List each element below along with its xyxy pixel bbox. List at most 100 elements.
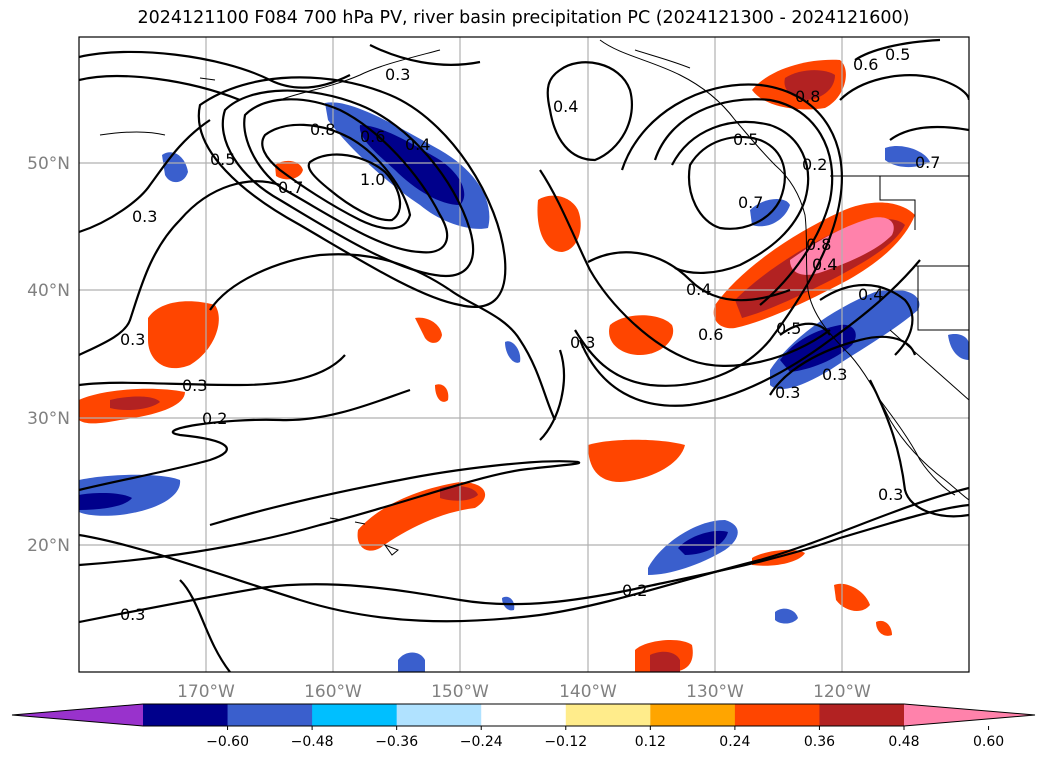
shade-neg-113w-36n (948, 334, 969, 360)
contour-line (79, 486, 969, 623)
contour-line (79, 460, 581, 567)
contour-line (769, 335, 917, 396)
contour-label: 0.3 (120, 605, 145, 624)
contour-label: 0.4 (553, 97, 578, 116)
colorbar-segment (565, 704, 651, 726)
shade-pos-120w-15n (834, 583, 870, 612)
colorbar-tick-label: −0.12 (544, 734, 587, 750)
contour-label: 0.8 (795, 87, 820, 106)
contour-line (307, 153, 402, 222)
lat-label-30n: 30°N (27, 409, 70, 429)
shade-neg-145w-35n (505, 341, 521, 363)
contour-label: 0.6 (360, 127, 385, 146)
shade-pos-118w-11n (876, 620, 892, 636)
coastline-baja (879, 399, 956, 496)
border-states (879, 176, 969, 401)
contour-line (671, 120, 810, 275)
colorbar-extend-min (12, 704, 143, 726)
contour-label: 0.2 (202, 409, 227, 428)
colorbar-tick-label: −0.36 (375, 734, 418, 750)
coastline-hawaii (329, 517, 399, 556)
contour-line (79, 180, 281, 356)
contour-line (243, 98, 449, 254)
contour-line (889, 125, 969, 141)
contour-label: 0.3 (120, 330, 145, 349)
contour-line (209, 253, 556, 421)
colorbar-segment (819, 704, 905, 726)
contour-label: 0.3 (570, 333, 595, 352)
colorbar-segment (143, 704, 229, 726)
contour-line (578, 259, 921, 407)
map-title: 2024121100 F084 700 hPa PV, river basin … (137, 8, 910, 28)
coastline-north-america (599, 39, 969, 501)
shade-pos-155w-38n (415, 317, 442, 343)
shade-neg-west-23n-core (79, 493, 132, 510)
colorbar-outline (11, 703, 1036, 727)
contour-label: 0.5 (733, 130, 758, 149)
shade-pos-bottom-130w-dark (650, 651, 680, 672)
coastlines (99, 39, 969, 556)
contour-line (79, 50, 351, 89)
shade-pos-170w-38n (148, 301, 219, 369)
shade-pos-bc-dark (784, 70, 835, 100)
contour-line (197, 76, 507, 308)
contour-line (854, 38, 941, 61)
contour-labels: 0.3 0.3 0.4 0.6 0.5 0.8 0.6 0.4 0.5 0.8 … (120, 45, 940, 624)
contour-line (839, 74, 969, 101)
contour-label: 0.7 (278, 178, 303, 197)
contour-label: 0.6 (698, 325, 723, 344)
contour-label: 0.4 (405, 135, 430, 154)
colorbar: −0.60 −0.48 −0.36 −0.24 −0.12 0.12 0.24 0.36 0.4… (11, 703, 1036, 750)
contour-line (539, 349, 566, 441)
shade-neg-118w-49n (885, 145, 930, 168)
lat-label-40n: 40°N (27, 281, 70, 301)
contour-label: 0.3 (385, 65, 410, 84)
contour-label: 0.5 (776, 319, 801, 338)
colorbar-tick-label: 0.48 (888, 734, 919, 750)
colorbar-tick-label: 0.36 (804, 734, 835, 750)
contour-label: 0.3 (132, 207, 157, 226)
contour-line (779, 322, 831, 336)
colorbar-segment (734, 704, 820, 726)
contour-label: 0.3 (775, 383, 800, 402)
lat-axis: 50°N 40°N 30°N 20°N (27, 154, 70, 556)
contour-line (819, 283, 914, 356)
colorbar-tick-label: 0.24 (719, 734, 750, 750)
contour-line (79, 119, 211, 234)
map-frame (78, 36, 970, 673)
colorbar-segment (481, 704, 567, 726)
colorbar-extend-max (904, 704, 1035, 726)
contour-label: 0.3 (878, 485, 903, 504)
shade-pos-150w-24n-dark (440, 486, 478, 501)
shade-neg-bottom-155w (398, 652, 425, 672)
contour-line (653, 98, 834, 306)
contour-label: 0.5 (885, 45, 910, 64)
shade-pos-135w-38n (609, 315, 674, 355)
contour-label: 0.4 (812, 255, 837, 274)
contour-label: 0.2 (802, 155, 827, 174)
contour-line (221, 89, 475, 277)
colorbar-tick-label: 0.12 (635, 734, 666, 750)
lon-label-140w: 140°W (559, 682, 617, 702)
contour-line (587, 251, 791, 302)
shade-pos-165w-49n (275, 160, 303, 180)
contour-line (179, 579, 231, 672)
contour-line (369, 44, 481, 66)
colorbar-segment (227, 704, 313, 726)
lon-label-130w: 130°W (686, 682, 744, 702)
colorbar-segment (312, 704, 398, 726)
lat-label-20n: 20°N (27, 536, 70, 556)
coastline-alaska-islands (99, 49, 691, 136)
shade-pos-140w-45n (537, 195, 581, 252)
shade-pos-150w-31n (435, 384, 449, 402)
colorbar-tick-label: −0.60 (206, 734, 249, 750)
shade-pos-140w-27n (588, 439, 685, 482)
contour-label: 0.3 (822, 365, 847, 384)
contour-label: 0.8 (806, 235, 831, 254)
lat-label-50n: 50°N (27, 154, 70, 174)
contour-label: 0.7 (915, 153, 940, 172)
contour-line (79, 503, 969, 624)
lon-label-120w: 120°W (813, 682, 871, 702)
lon-label-160w: 160°W (304, 682, 362, 702)
